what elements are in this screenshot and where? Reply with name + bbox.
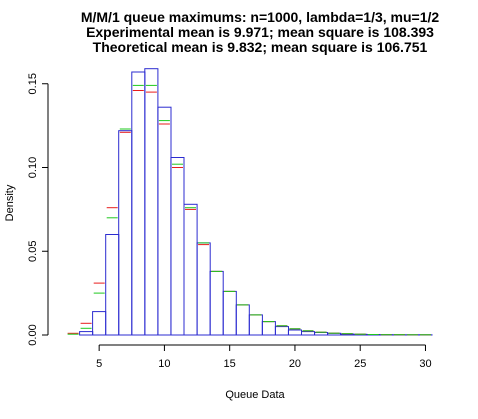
y-tick-label-1: 0.05 — [27, 241, 39, 262]
x-tick-label-1: 10 — [158, 358, 170, 370]
x-tick-label-5: 30 — [419, 358, 431, 370]
x-tick-label-4: 25 — [354, 358, 366, 370]
x-axis: 5 10 15 20 25 30 — [96, 344, 432, 370]
x-tick-label-2: 15 — [224, 358, 236, 370]
chart-title-line-3: Theoretical mean is 9.832; mean square i… — [93, 39, 428, 55]
y-tick-label-3: 0.15 — [27, 73, 39, 94]
x-tick-label-0: 5 — [96, 358, 102, 370]
histogram-bars — [79, 68, 433, 336]
chart-title-line-2: Experimental mean is 9.971; mean square … — [86, 24, 434, 40]
y-axis-label: Density — [4, 184, 16, 221]
x-axis-label: Queue Data — [225, 389, 285, 401]
reference-markers — [67, 84, 431, 336]
chart-title-line-1: M/M/1 queue maximums: n=1000, lambda=1/3… — [81, 9, 440, 25]
y-tick-label-2: 0.10 — [27, 157, 39, 178]
x-tick-label-3: 20 — [289, 358, 301, 370]
y-axis: 0.00 0.05 0.10 0.15 — [27, 73, 49, 346]
y-tick-label-0: 0.00 — [27, 324, 39, 345]
